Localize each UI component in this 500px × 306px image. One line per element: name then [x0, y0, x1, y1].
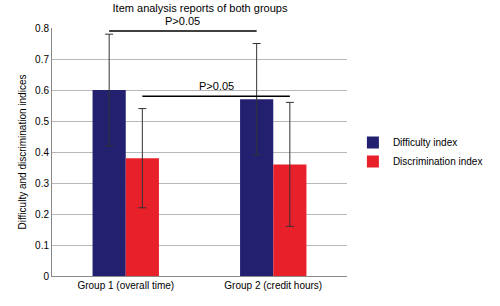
svg-text:0.8: 0.8 [35, 23, 49, 34]
svg-text:0: 0 [43, 271, 49, 282]
svg-text:Difficulty and discrimination: Difficulty and discrimination indices [17, 75, 28, 230]
svg-text:Item analysis reports of both: Item analysis reports of both groups [113, 2, 288, 14]
svg-text:Group 2 (credit hours): Group 2 (credit hours) [224, 280, 322, 291]
svg-text:0.2: 0.2 [35, 209, 49, 220]
svg-text:Difficulty index: Difficulty index [393, 137, 457, 148]
svg-text:0.1: 0.1 [35, 240, 49, 251]
svg-text:Discrimination index: Discrimination index [393, 156, 482, 167]
svg-text:P>0.05: P>0.05 [199, 80, 234, 92]
svg-text:0.7: 0.7 [35, 54, 49, 65]
svg-text:0.4: 0.4 [35, 147, 49, 158]
svg-text:Group 1 (overall time): Group 1 (overall time) [77, 280, 174, 291]
svg-text:0.3: 0.3 [35, 178, 49, 189]
svg-text:0.6: 0.6 [35, 85, 49, 96]
svg-text:P>0.05: P>0.05 [165, 15, 200, 27]
svg-text:0.5: 0.5 [35, 116, 49, 127]
